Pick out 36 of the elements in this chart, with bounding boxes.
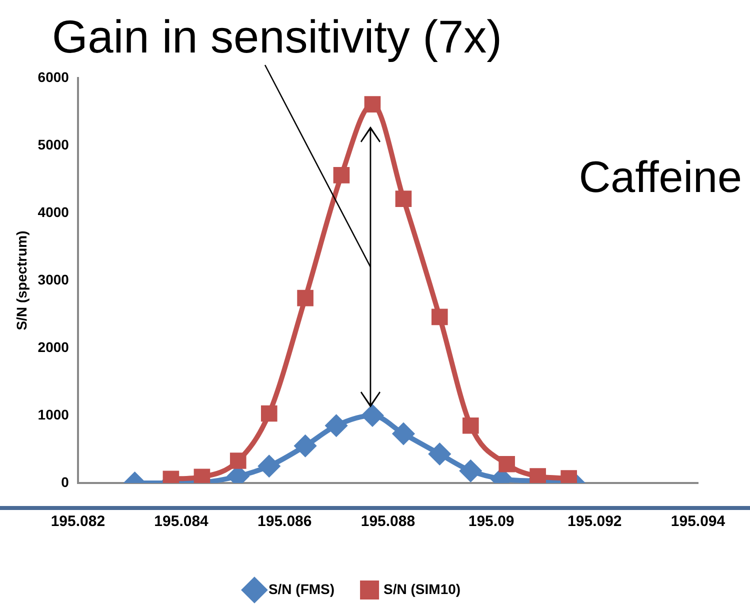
y-tick-label: 3000 xyxy=(38,271,70,288)
x-tick-label: 195.094 xyxy=(670,513,726,530)
point xyxy=(294,435,316,456)
y-tick-label: 4000 xyxy=(38,204,70,220)
x-tick-label: 195.086 xyxy=(258,513,312,530)
point xyxy=(260,405,278,422)
y-axis-title: S/N (spectrum) xyxy=(13,230,30,330)
point xyxy=(530,468,546,483)
point xyxy=(333,167,350,184)
x-tick-label: 195.09 xyxy=(468,513,514,530)
y-tick-label: 2000 xyxy=(38,338,70,355)
y-tick-label: 0 xyxy=(61,474,70,490)
point xyxy=(258,456,280,477)
y-tick-label: 1000 xyxy=(38,406,70,422)
x-tick-label: 195.088 xyxy=(360,513,416,530)
point xyxy=(326,415,347,436)
point xyxy=(392,423,414,444)
y-tick-label: 6000 xyxy=(38,68,70,85)
chart-title: Gain in sensitivity (7x) xyxy=(52,10,502,63)
x-tick-label: 195.092 xyxy=(568,513,622,530)
y-tick-label: 5000 xyxy=(38,136,70,152)
point xyxy=(395,190,412,207)
legend-label: S/N (FMS) xyxy=(268,580,335,597)
point xyxy=(431,308,448,326)
legend-label: S/N (SIM10) xyxy=(384,580,461,597)
annotation: Caffeine xyxy=(578,153,742,202)
point xyxy=(230,452,246,469)
point xyxy=(362,405,383,426)
point xyxy=(429,443,450,464)
point xyxy=(498,456,515,472)
x-tick-label: 195.082 xyxy=(50,513,106,530)
point xyxy=(364,96,381,112)
x-tick-label: 195.084 xyxy=(154,513,210,530)
point xyxy=(297,290,314,306)
point xyxy=(462,417,479,434)
point xyxy=(460,460,482,482)
